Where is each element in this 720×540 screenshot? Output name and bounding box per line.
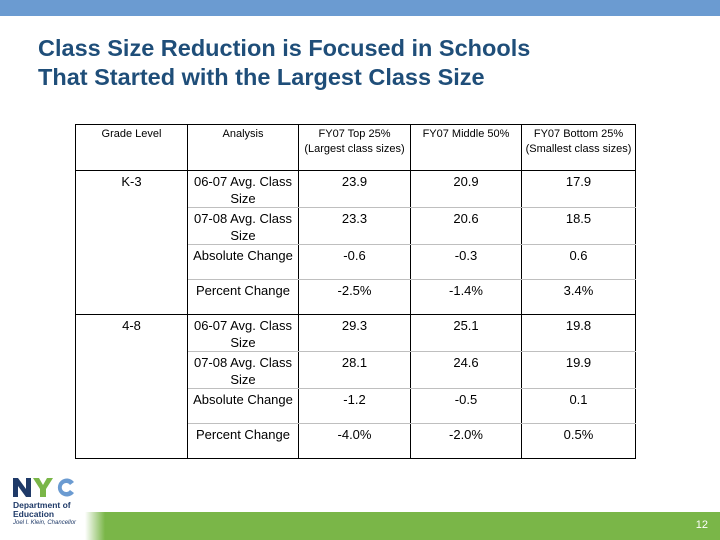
top-accent-bar xyxy=(0,0,720,16)
value-cell: 3.4% xyxy=(521,279,636,315)
value-cell: -0.6 xyxy=(298,244,411,280)
analysis-cell: 07-08 Avg. Class Size xyxy=(187,207,299,245)
value-cell: -2.5% xyxy=(298,279,411,315)
grade-cell: 4-8 xyxy=(75,314,188,459)
value-cell: 18.5 xyxy=(521,207,636,245)
value-cell: 29.3 xyxy=(298,314,411,352)
logo-letter-n xyxy=(13,478,31,497)
class-size-table: Grade Level Analysis FY07 Top 25% (Large… xyxy=(75,124,636,459)
analysis-cell: Absolute Change xyxy=(187,388,299,424)
table-header-row: Grade Level Analysis FY07 Top 25% (Large… xyxy=(75,124,636,171)
nyc-doe-logo: Department of Education Joel I. Klein, C… xyxy=(12,476,92,536)
value-cell: 0.6 xyxy=(521,244,636,280)
title-line-1: Class Size Reduction is Focused in Schoo… xyxy=(38,35,531,61)
table-row: 4-8 06-07 Avg. Class Size 29.3 25.1 19.8 xyxy=(75,314,636,459)
analysis-cell: 06-07 Avg. Class Size xyxy=(187,170,299,208)
value-cell: 28.1 xyxy=(298,351,411,389)
value-cell: -1.4% xyxy=(410,279,522,315)
value-cell: -0.3 xyxy=(410,244,522,280)
logo-letter-y xyxy=(33,478,53,497)
table-row: Absolute Change -1.2 -0.5 0.1 xyxy=(76,388,636,424)
value-cell: -2.0% xyxy=(410,423,522,459)
value-cell: 17.9 xyxy=(521,170,636,208)
nyc-logo-mark xyxy=(13,478,74,497)
bottom-band-fade xyxy=(85,512,105,540)
table-row: K-3 06-07 Avg. Class Size 23.9 20.9 17.9 xyxy=(75,170,636,315)
value-cell: 20.9 xyxy=(410,170,522,208)
value-cell: -0.5 xyxy=(410,388,522,424)
table-row: Absolute Change -0.6 -0.3 0.6 xyxy=(76,244,636,280)
logo-text-line1: Department of xyxy=(13,500,71,510)
value-cell: 25.1 xyxy=(410,314,522,352)
value-cell: 19.9 xyxy=(521,351,636,389)
header-bottom-25: FY07 Bottom 25% (Smallest class sizes) xyxy=(521,124,636,171)
analysis-cell: 07-08 Avg. Class Size xyxy=(187,351,299,389)
logo-text-chancellor: Joel I. Klein, Chancellor xyxy=(13,520,77,526)
logo-letter-c xyxy=(57,478,74,497)
analysis-cell: Absolute Change xyxy=(187,244,299,280)
value-cell: 19.8 xyxy=(521,314,636,352)
value-cell: 0.1 xyxy=(521,388,636,424)
value-cell: -1.2 xyxy=(298,388,411,424)
value-cell: 23.3 xyxy=(298,207,411,245)
value-cell: 0.5% xyxy=(521,423,636,459)
grade-cell: K-3 xyxy=(75,170,188,315)
analysis-cell: 06-07 Avg. Class Size xyxy=(187,314,299,352)
value-cell: 20.6 xyxy=(410,207,522,245)
value-cell: 23.9 xyxy=(298,170,411,208)
logo-text-line2: Education xyxy=(13,509,55,519)
table-row: 07-08 Avg. Class Size 23.3 20.6 18.5 xyxy=(76,207,636,245)
value-cell: 24.6 xyxy=(410,351,522,389)
table-row: Percent Change -4.0% -2.0% 0.5% xyxy=(76,423,636,459)
page-number: 12 xyxy=(695,519,708,531)
header-analysis: Analysis xyxy=(187,124,299,171)
header-grade-level: Grade Level xyxy=(75,124,188,171)
header-middle-50: FY07 Middle 50% xyxy=(410,124,522,171)
title-line-2: That Started with the Largest Class Size xyxy=(38,64,485,90)
value-cell: -4.0% xyxy=(298,423,411,459)
analysis-cell: Percent Change xyxy=(187,279,299,315)
bottom-accent-band xyxy=(105,512,720,540)
header-top-25: FY07 Top 25% (Largest class sizes) xyxy=(298,124,411,171)
slide-title: Class Size Reduction is Focused in Schoo… xyxy=(38,34,698,92)
analysis-cell: Percent Change xyxy=(187,423,299,459)
